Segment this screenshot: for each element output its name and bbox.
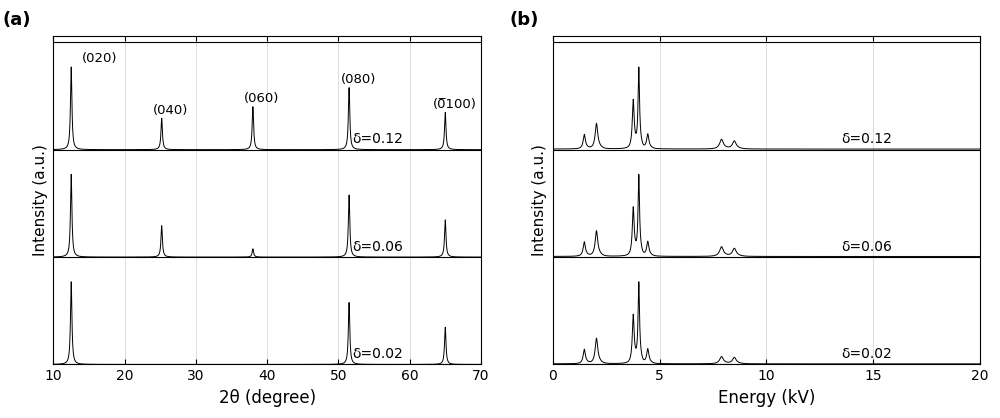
Text: (060): (060) — [244, 92, 280, 105]
Text: (a): (a) — [2, 11, 31, 29]
X-axis label: Energy (kV): Energy (kV) — [718, 389, 815, 407]
Text: (b): (b) — [510, 11, 539, 29]
Text: (040): (040) — [153, 104, 189, 117]
Text: (080): (080) — [341, 73, 376, 86]
Text: δ=0.02: δ=0.02 — [353, 347, 403, 361]
Text: δ=0.02: δ=0.02 — [841, 347, 892, 361]
Text: δ=0.06: δ=0.06 — [841, 240, 892, 254]
Text: (020): (020) — [82, 52, 117, 65]
Text: δ=0.12: δ=0.12 — [841, 133, 892, 146]
Text: (0̅100): (0̅100) — [432, 98, 476, 111]
X-axis label: 2θ (degree): 2θ (degree) — [219, 389, 316, 407]
Y-axis label: Intensity (a.u.): Intensity (a.u.) — [532, 144, 547, 256]
Text: δ=0.06: δ=0.06 — [353, 240, 404, 254]
Y-axis label: Intensity (a.u.): Intensity (a.u.) — [33, 144, 48, 256]
Text: δ=0.12: δ=0.12 — [353, 133, 404, 146]
